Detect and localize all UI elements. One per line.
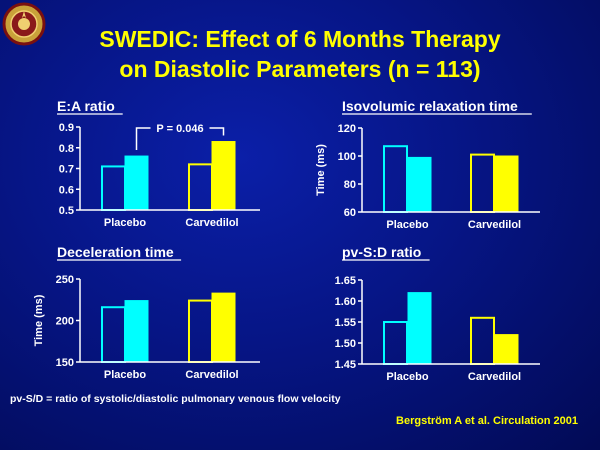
y-tick-label: 150 xyxy=(56,357,74,369)
y-tick-label: 1.60 xyxy=(335,296,356,308)
bar-6months-placebo xyxy=(124,155,149,211)
chart-panel-2: Isovolumic relaxation time Time (ms) 120 10… xyxy=(315,98,540,231)
y-tick-label: 120 xyxy=(338,123,356,135)
chart-title: Isovolumic relaxation time xyxy=(342,98,518,114)
bar-6months-carvedilol xyxy=(211,141,236,211)
y-tick-label: 0.5 xyxy=(59,205,74,217)
category-label: Placebo xyxy=(104,217,146,229)
chart-panel-4: pv-S:D ratio 1.65 1.60 1.55 1.50 1.45 Placebo C… xyxy=(335,244,540,383)
category-label: Placebo xyxy=(386,219,428,231)
y-tick-label: 100 xyxy=(338,151,356,163)
bar-baseline-carvedilol xyxy=(188,299,213,363)
significance-p-value: P = 0.046 xyxy=(156,123,203,135)
bar-baseline-carvedilol xyxy=(470,153,495,214)
bar-baseline-placebo xyxy=(383,145,408,213)
y-tick-label: 0.9 xyxy=(59,122,74,134)
bar-6months-placebo xyxy=(407,292,432,365)
slide-title-line-1: SWEDIC: Effect of 6 Months Therapy xyxy=(99,26,501,52)
chart-panel-1: E:A ratio 0.9 0.8 0.7 0.6 0.5 Placebo Carvedilo… xyxy=(57,98,260,229)
y-axis-label: Time (ms) xyxy=(33,294,45,346)
slide-title: SWEDIC: Effect of 6 Months Therapy on Di… xyxy=(0,24,600,84)
bar-6months-placebo xyxy=(407,156,432,213)
category-label: Carvedilol xyxy=(468,371,521,383)
bar-baseline-carvedilol xyxy=(188,163,213,212)
y-tick-label: 1.55 xyxy=(335,317,356,329)
y-tick-label: 1.50 xyxy=(335,338,356,350)
bar-baseline-carvedilol xyxy=(470,316,495,365)
y-tick-label: 80 xyxy=(344,179,356,191)
y-tick-label: 250 xyxy=(56,274,74,286)
university-seal-logo xyxy=(2,2,46,46)
category-label: Carvedilol xyxy=(185,369,238,381)
bar-baseline-placebo xyxy=(101,165,126,212)
y-tick-label: 0.8 xyxy=(59,143,74,155)
bar-6months-placebo xyxy=(124,300,149,363)
y-tick-label: 60 xyxy=(344,207,356,219)
y-tick-label: 1.45 xyxy=(335,359,356,371)
chart-title: pv-S:D ratio xyxy=(342,244,421,260)
y-axis-label: Time (ms) xyxy=(315,144,327,196)
footnote: pv-S/D = ratio of systolic/diastolic pul… xyxy=(10,393,341,405)
citation: Bergström A et al. Circulation 2001 xyxy=(396,415,578,427)
slide-title-line-2: on Diastolic Parameters (n = 113) xyxy=(119,56,481,82)
y-tick-label: 1.65 xyxy=(335,275,356,287)
category-label: Placebo xyxy=(386,371,428,383)
y-tick-label: 200 xyxy=(56,316,74,328)
chart-title: Deceleration time xyxy=(57,244,174,260)
y-tick-label: 0.7 xyxy=(59,164,74,176)
bar-6months-carvedilol xyxy=(211,292,236,363)
chart-panel-3: Deceleration time Time (ms) 250 200 150 Place… xyxy=(33,244,260,381)
category-label: Carvedilol xyxy=(185,217,238,229)
y-tick-label: 0.6 xyxy=(59,184,74,196)
bar-baseline-placebo xyxy=(101,306,126,363)
significance-bracket xyxy=(135,127,225,151)
category-label: Carvedilol xyxy=(468,219,521,231)
chart-title: E:A ratio xyxy=(57,98,115,114)
bar-baseline-placebo xyxy=(383,321,408,365)
category-label: Placebo xyxy=(104,369,146,381)
bar-6months-carvedilol xyxy=(494,155,519,213)
bar-6months-carvedilol xyxy=(494,334,519,365)
